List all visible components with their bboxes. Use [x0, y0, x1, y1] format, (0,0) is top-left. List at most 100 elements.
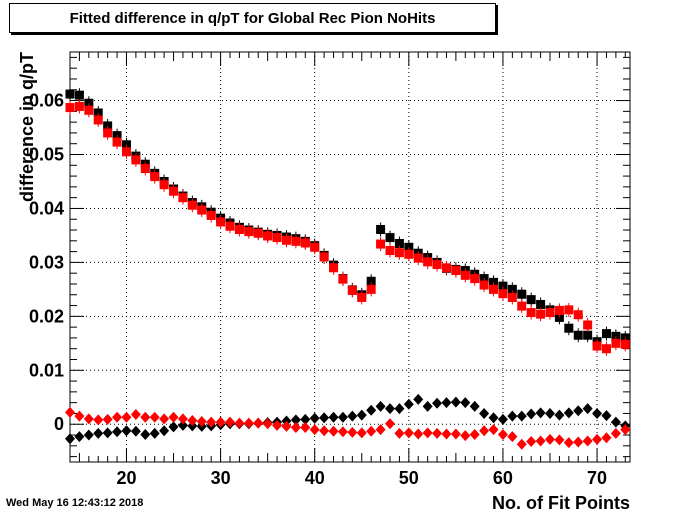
x-axis-label: No. of Fit Points [492, 493, 630, 513]
y-tick-label: 0.06 [29, 91, 64, 111]
data-point-diamond [620, 424, 631, 436]
data-point-diamond [309, 412, 320, 424]
data-point-diamond [366, 425, 377, 437]
data-point-square [366, 284, 376, 294]
y-tick-label: 0 [54, 414, 64, 434]
data-point-square [93, 115, 103, 125]
data-point-diamond [385, 418, 395, 430]
data-point-diamond [159, 425, 170, 437]
x-tick-label: 20 [116, 468, 136, 488]
x-tick-label: 50 [399, 468, 419, 488]
data-point-square [526, 308, 536, 318]
data-point-diamond [573, 436, 584, 448]
data-point-square [131, 155, 141, 165]
data-point-diamond [554, 409, 565, 421]
data-point-diamond [366, 404, 377, 416]
data-point-square [216, 217, 226, 227]
data-point-diamond [347, 426, 358, 438]
data-point-diamond [450, 396, 461, 408]
data-point-square [74, 90, 84, 100]
data-point-diamond [319, 425, 330, 437]
data-point-diamond [102, 427, 113, 439]
data-point-square [404, 242, 414, 252]
data-point-diamond [432, 397, 443, 409]
data-point-diamond [74, 431, 85, 443]
data-point-diamond [215, 416, 226, 428]
data-point-diamond [356, 409, 367, 421]
data-point-square [432, 260, 442, 270]
data-point-square [554, 312, 564, 322]
data-point-diamond [187, 414, 198, 426]
data-point-square [479, 280, 489, 290]
data-point-square [300, 238, 310, 248]
data-point-square [84, 105, 94, 115]
data-point-diamond [469, 428, 480, 440]
data-point-square [507, 284, 517, 294]
y-tick-label: 0.02 [29, 306, 64, 326]
data-point-diamond [526, 436, 537, 447]
axes: 20 30 40 50 60 70 0 0.01 0.02 0.03 0.04 0.05 0.06 [29, 52, 630, 488]
data-point-diamond [234, 417, 245, 429]
data-point-diamond [535, 435, 546, 447]
data-point-diamond [573, 405, 584, 417]
data-point-diamond [479, 425, 490, 437]
data-point-diamond [601, 410, 612, 422]
data-point-diamond [102, 413, 113, 425]
data-point-diamond [516, 438, 527, 450]
data-point-diamond [290, 414, 301, 426]
data-point-square [159, 180, 169, 190]
data-point-diamond [526, 408, 537, 420]
data-point-diamond [196, 416, 207, 428]
data-point-diamond [516, 410, 527, 422]
data-point-diamond [460, 430, 471, 442]
data-point-diamond [610, 427, 621, 439]
x-tick-label: 60 [493, 468, 513, 488]
data-point-diamond [65, 406, 75, 418]
data-point-diamond [469, 400, 480, 412]
data-point-diamond [328, 411, 339, 423]
data-point-diamond [432, 427, 443, 439]
data-point-diamond [93, 427, 104, 439]
data-point-square [564, 305, 574, 315]
data-point-diamond [121, 425, 132, 437]
series-4 [65, 406, 631, 450]
data-point-square [206, 210, 216, 220]
data-point-square [404, 249, 414, 259]
data-point-diamond [140, 428, 151, 440]
data-point-square [84, 98, 94, 108]
data-point-square [451, 265, 461, 275]
data-point-diamond [281, 420, 292, 432]
data-point-diamond [65, 433, 75, 445]
data-point-diamond [272, 419, 283, 431]
data-point-diamond [177, 413, 188, 425]
data-point-square [460, 270, 470, 280]
data-point-square [489, 277, 499, 287]
grid [70, 52, 630, 462]
data-point-diamond [422, 400, 433, 412]
data-point-diamond [385, 403, 395, 415]
data-point-square [536, 309, 546, 319]
data-marks [65, 87, 631, 450]
data-point-square [150, 172, 160, 182]
data-point-square [263, 231, 273, 241]
data-point-square [376, 239, 386, 249]
x-tick-label: 70 [587, 468, 607, 488]
data-point-square [281, 235, 291, 245]
data-point-square [554, 305, 564, 315]
data-point-square [253, 228, 263, 238]
plot-frame [69, 51, 631, 463]
data-point-square [169, 186, 179, 196]
data-point-square [611, 338, 621, 348]
data-point-diamond [83, 413, 94, 425]
data-point-square [357, 292, 367, 302]
data-point-square [498, 289, 508, 299]
data-point-diamond [356, 427, 367, 439]
data-point-square [93, 108, 103, 118]
series-1 [65, 87, 630, 349]
data-point-diamond [488, 424, 499, 436]
data-point-square [507, 292, 517, 302]
data-point-square [140, 164, 150, 174]
data-point-diamond [460, 397, 471, 409]
data-point-square [244, 227, 254, 237]
data-point-diamond [300, 421, 311, 433]
